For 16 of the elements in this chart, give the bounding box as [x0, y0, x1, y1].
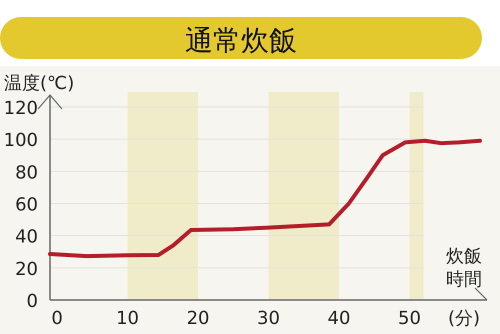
x-tick-label: 50 [398, 308, 421, 329]
y-tick-label: 80 [15, 162, 38, 184]
x-tick-label: 10 [116, 308, 139, 329]
y-tick-label: 40 [15, 226, 38, 248]
y-tick-label: 0 [26, 291, 38, 312]
y-axis-title: 温度(℃) [4, 73, 74, 94]
x-tick-label: 0 [51, 308, 63, 329]
x-axis-title: 炊飯時間(分) [446, 246, 482, 329]
chart-title: 通常炊飯 [185, 24, 297, 57]
y-tick-label: 100 [4, 130, 38, 152]
x-tick-label: 30 [257, 308, 280, 329]
x-tick-label: 40 [328, 308, 350, 329]
y-tick-label: 120 [4, 98, 38, 119]
y-tick-label: 60 [15, 194, 38, 216]
y-tick-label: 20 [15, 258, 38, 280]
x-tick-label: 20 [186, 308, 210, 329]
